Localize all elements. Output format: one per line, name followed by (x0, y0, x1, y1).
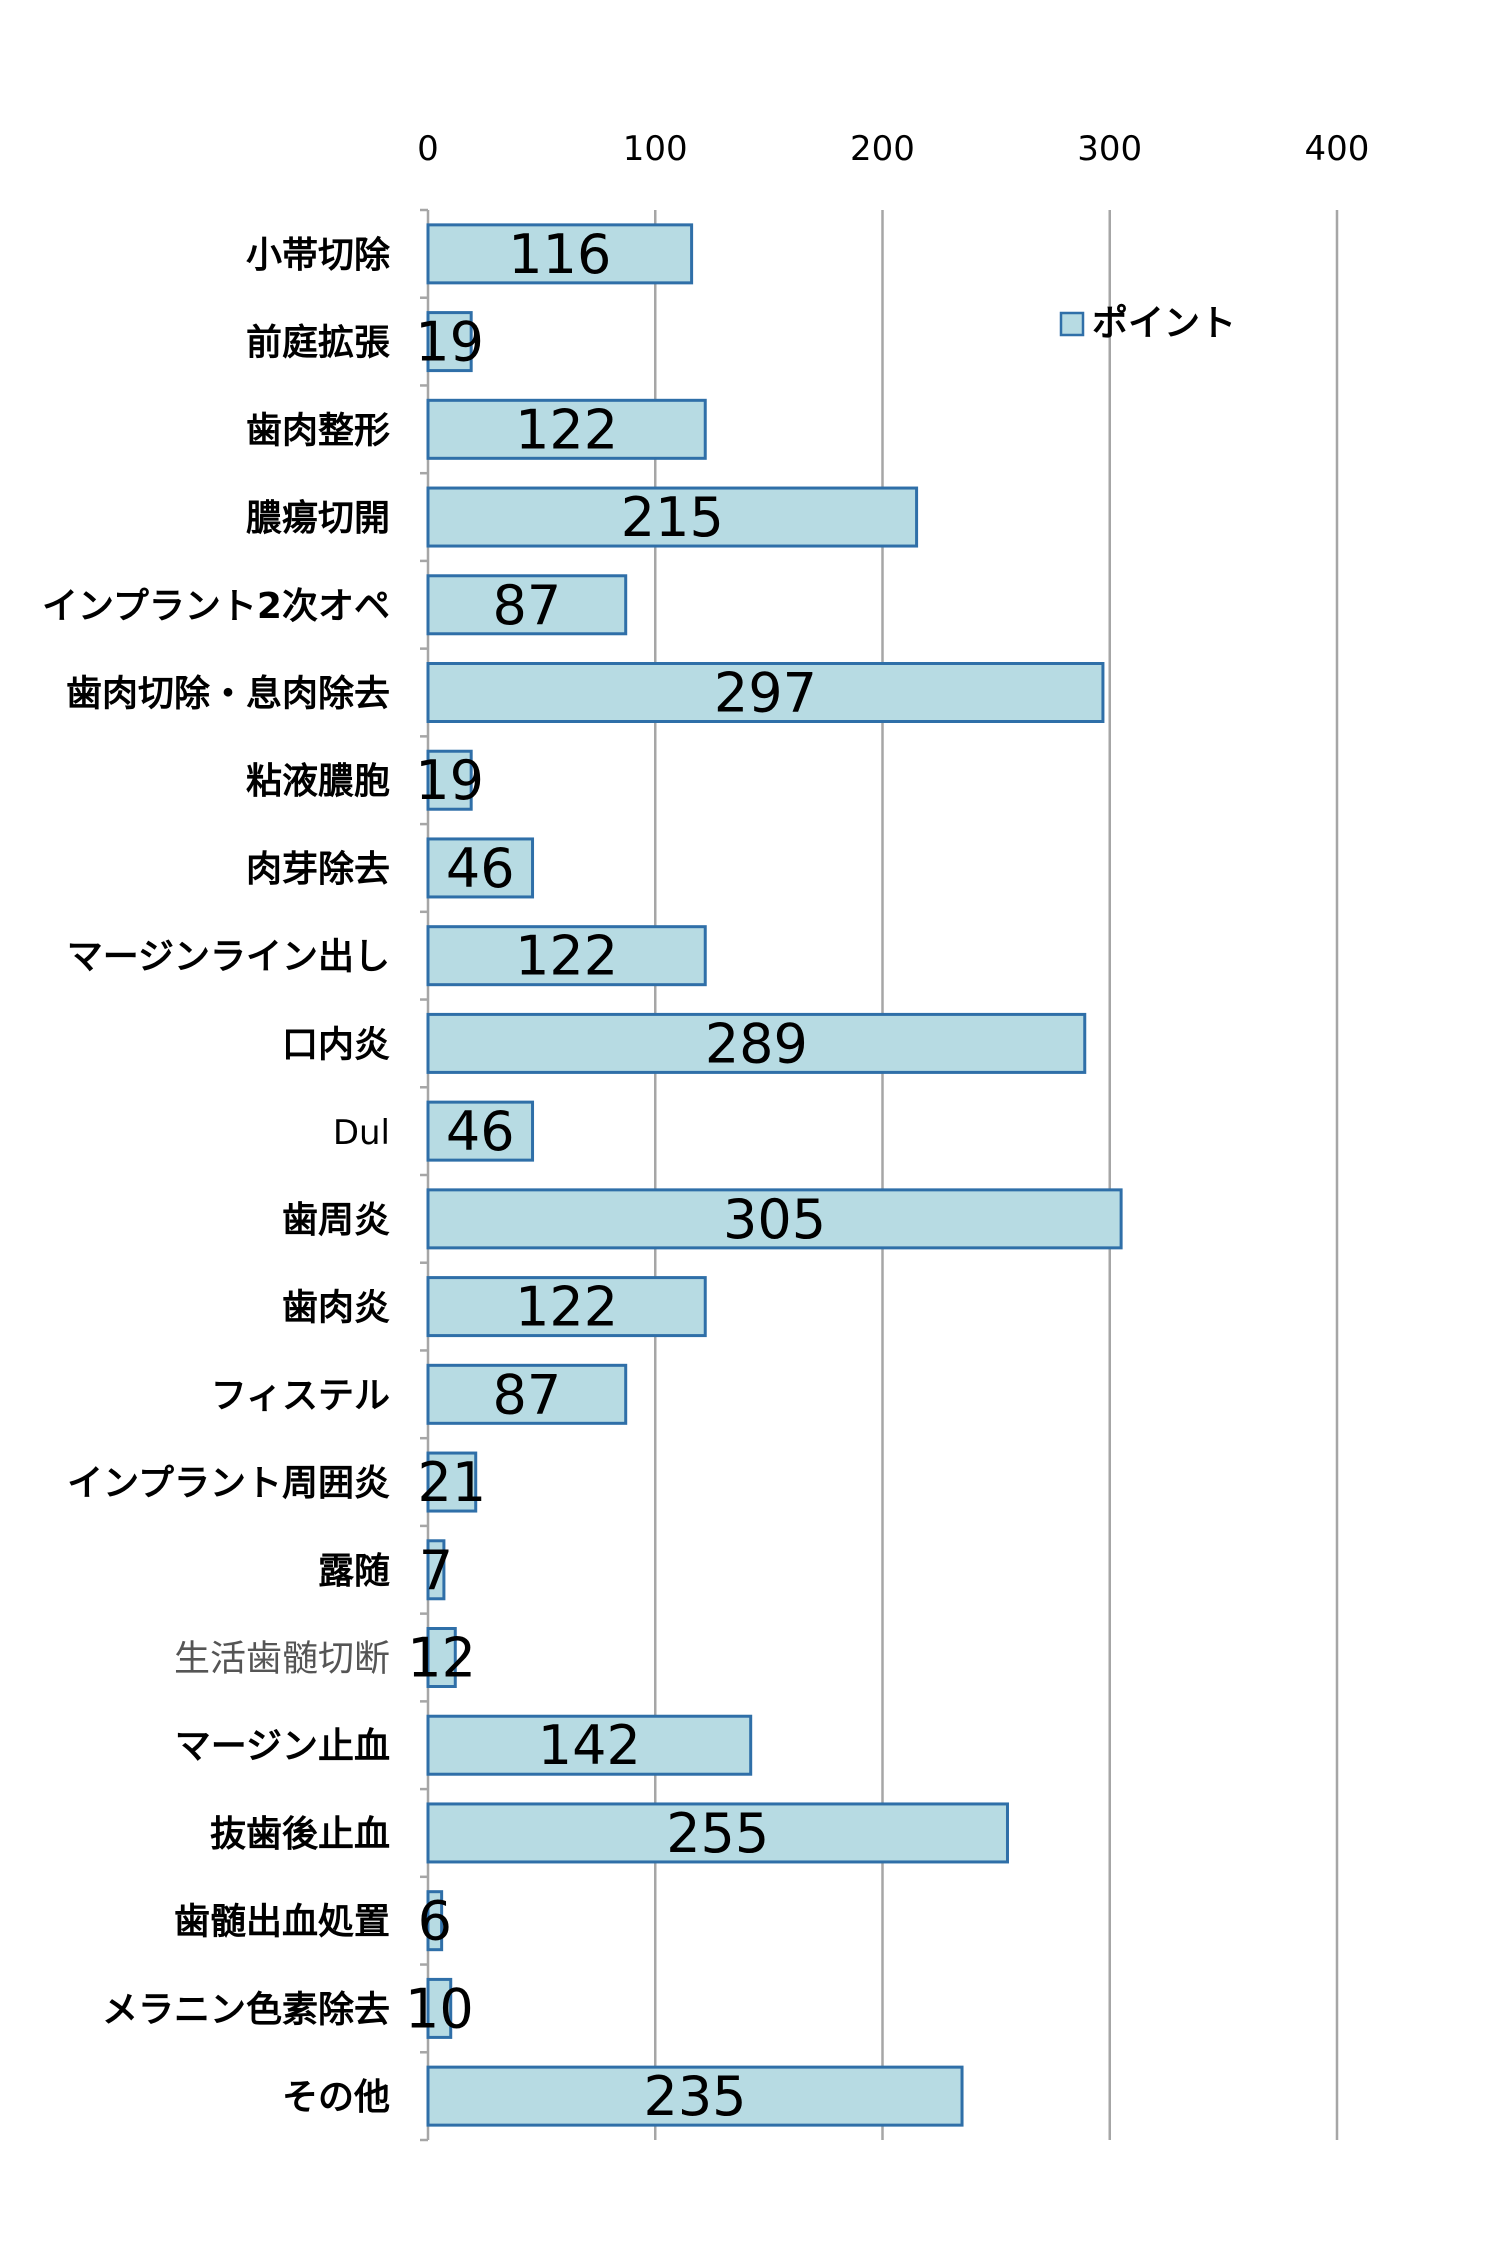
data-label: 255 (666, 1802, 769, 1865)
category-label: 歯肉切除・息肉除去 (66, 674, 390, 715)
legend-swatch (1059, 311, 1085, 337)
category-label: 膿瘍切開 (246, 498, 390, 539)
category-label: 肉芽除去 (246, 849, 390, 890)
bar (426, 1714, 753, 1776)
category-label: 露随 (318, 1551, 390, 1592)
bar (426, 398, 707, 460)
bars (426, 223, 1123, 2127)
data-label: 46 (446, 837, 515, 900)
data-label: 46 (446, 1100, 515, 1163)
x-tick-label: 0 (417, 129, 439, 169)
category-label: マージン止血 (175, 1726, 390, 1767)
category-label: マージンライン出し (67, 937, 390, 978)
x-axis-ticks: 0 100 200 300 400 (417, 129, 1369, 169)
bar (426, 1012, 1087, 1074)
data-label: 19 (415, 311, 484, 374)
data-label: 289 (705, 1012, 808, 1075)
data-label: 235 (643, 2065, 746, 2128)
data-label: 7 (419, 1539, 453, 1602)
data-label: 87 (492, 574, 561, 637)
category-label: 歯肉炎 (282, 1288, 390, 1329)
bar (426, 1539, 446, 1601)
bar (426, 2065, 964, 2127)
bar (426, 925, 707, 987)
bar (426, 1451, 478, 1513)
data-label: 122 (515, 925, 618, 988)
category-label: フィステル (211, 1375, 390, 1416)
bar (426, 1188, 1123, 1250)
category-label: その他 (282, 2077, 390, 2118)
legend: ポイント (1059, 302, 1236, 344)
category-label: 前庭拡張 (246, 323, 390, 364)
bar (426, 1100, 535, 1162)
category-label: Dul (333, 1113, 390, 1153)
data-label: 297 (714, 662, 817, 725)
bar (426, 311, 473, 373)
category-label: 口内炎 (282, 1024, 390, 1065)
bar (426, 223, 694, 285)
category-label: 歯髄出血処置 (174, 1902, 390, 1943)
category-label: メラニン色素除去 (102, 1989, 390, 2030)
bar (426, 1977, 453, 2039)
x-tick-label: 300 (1077, 129, 1142, 169)
data-label: 122 (515, 398, 618, 461)
bar (426, 1802, 1009, 1864)
x-tick-label: 100 (623, 129, 688, 169)
category-label: インプラント2次オペ (42, 586, 390, 627)
legend-label: ポイント (1092, 302, 1236, 344)
bar (426, 574, 628, 636)
data-label: 116 (508, 223, 611, 286)
category-label: インプラント周囲炎 (67, 1463, 390, 1504)
data-label: 12 (407, 1627, 476, 1690)
category-label: 生活歯髄切断 (174, 1639, 390, 1680)
data-label: 87 (492, 1363, 561, 1426)
bar (426, 486, 919, 548)
data-labels: 1161912221587297194612228946305122872171… (405, 223, 826, 2128)
data-label: 122 (515, 1276, 618, 1339)
x-tick-label: 400 (1305, 129, 1370, 169)
category-label: 小帯切除 (246, 235, 391, 276)
category-labels: 小帯切除前庭拡張歯肉整形膿瘍切開インプラント2次オペ歯肉切除・息肉除去粘液膿胞肉… (42, 235, 391, 2118)
data-label: 21 (418, 1451, 487, 1514)
data-label: 10 (405, 1977, 474, 2040)
x-tick-label: 200 (850, 129, 915, 169)
category-label: 抜歯後止血 (210, 1814, 390, 1855)
bar (426, 1890, 444, 1952)
category-label: 歯周炎 (282, 1200, 390, 1241)
bar (426, 837, 535, 899)
bar (426, 1627, 457, 1688)
category-label: 粘液膿胞 (246, 761, 390, 802)
bar (426, 1276, 707, 1338)
data-label: 305 (723, 1188, 826, 1251)
data-label: 6 (418, 1890, 452, 1953)
data-label: 215 (621, 486, 724, 549)
data-label: 142 (538, 1714, 641, 1777)
bar (426, 1363, 628, 1425)
bar (426, 662, 1105, 723)
category-label: 歯肉整形 (246, 410, 390, 451)
data-label: 19 (415, 749, 484, 812)
bar (426, 749, 473, 811)
